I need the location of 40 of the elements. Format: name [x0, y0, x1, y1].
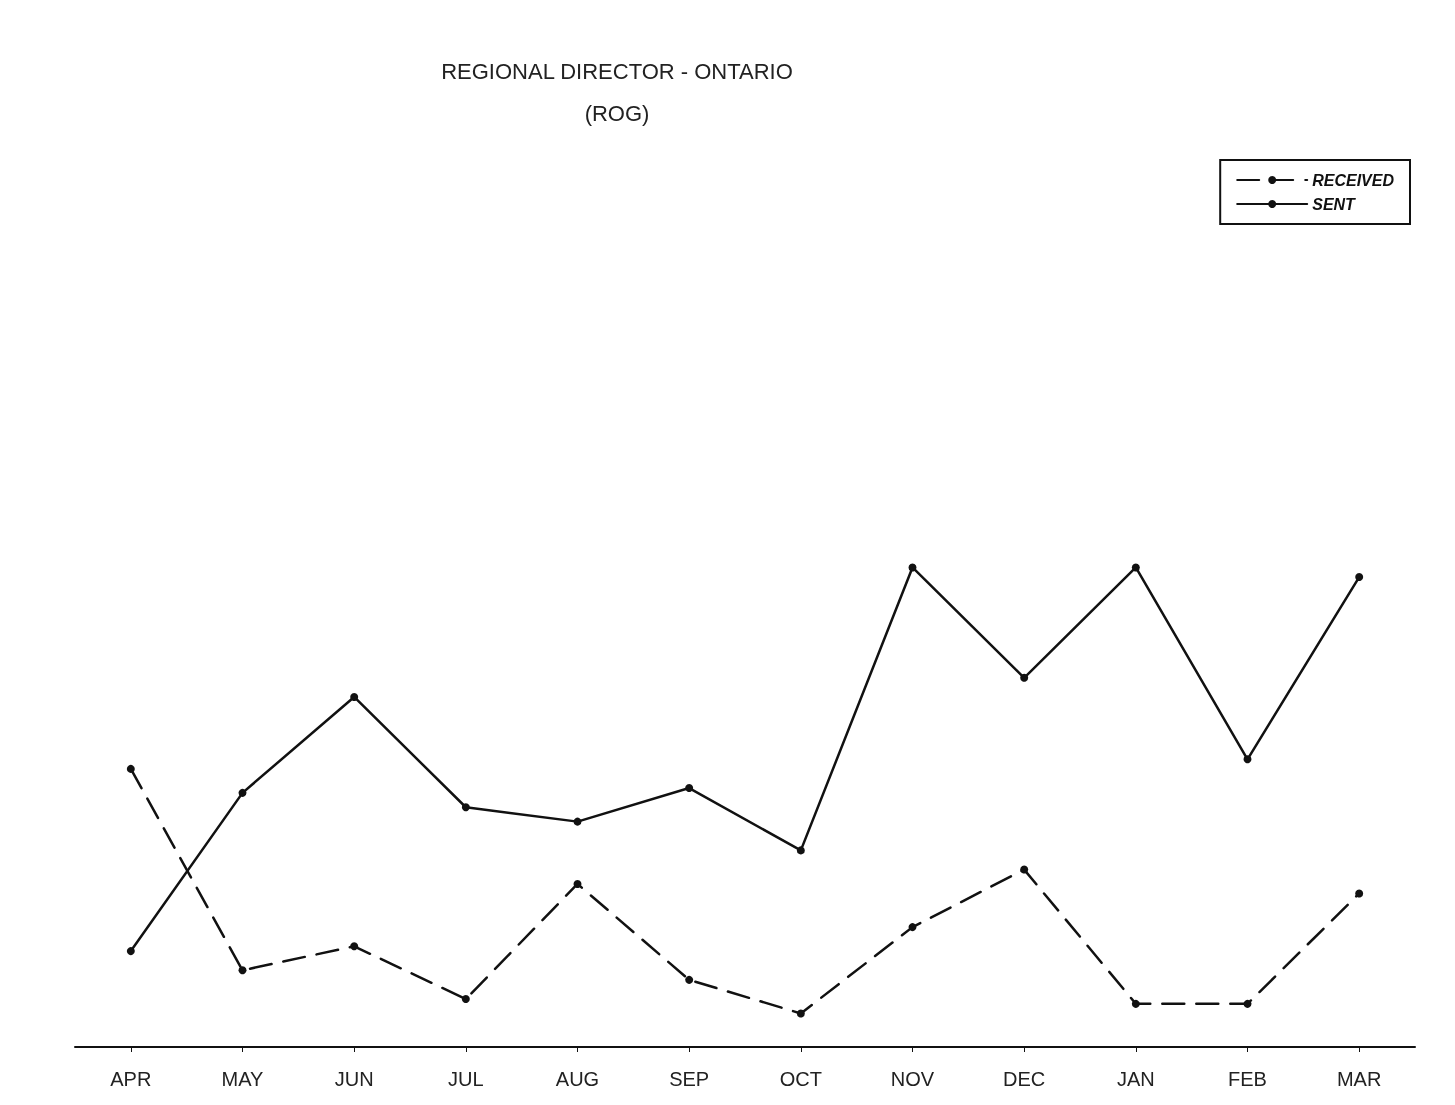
x-tick-label: DEC [1003, 1068, 1046, 1090]
x-tick-label: NOV [890, 1068, 935, 1090]
point [1131, 999, 1140, 1008]
point [796, 1009, 805, 1018]
point [126, 764, 135, 773]
x-tick-label: FEB [1228, 1068, 1267, 1090]
x-tick-label: AUG [555, 1068, 600, 1090]
legend-label: SENT [1312, 195, 1357, 213]
point [1020, 673, 1029, 682]
point [573, 817, 582, 826]
point [238, 966, 247, 975]
point [1020, 865, 1029, 874]
point [796, 846, 805, 855]
point [1131, 563, 1140, 572]
point [461, 803, 470, 812]
point [908, 563, 917, 572]
chart-subtitle: (ROG) [584, 100, 650, 126]
x-tick-label: JUN [334, 1068, 374, 1090]
point [1243, 755, 1252, 764]
chart-title: REGIONAL DIRECTOR - ONTARIO [441, 58, 793, 84]
x-tick-label: MAR [1336, 1068, 1382, 1090]
point [461, 995, 470, 1004]
point [350, 692, 359, 701]
point [685, 975, 694, 984]
point [685, 784, 694, 793]
point [238, 788, 247, 797]
point [1355, 889, 1364, 898]
x-tick-label: APR [110, 1068, 152, 1090]
point [573, 879, 582, 888]
legend-label: RECEIVED [1312, 171, 1395, 189]
point [126, 947, 135, 956]
x-tick-label: SEP [669, 1068, 710, 1090]
x-tick-label: JAN [1116, 1068, 1155, 1090]
point [1243, 999, 1252, 1008]
x-tick-label: JUL [448, 1068, 484, 1090]
point [908, 923, 917, 932]
point [350, 942, 359, 951]
x-tick-label: OCT [779, 1068, 822, 1090]
point [1355, 573, 1364, 582]
x-tick-label: MAY [221, 1068, 264, 1090]
